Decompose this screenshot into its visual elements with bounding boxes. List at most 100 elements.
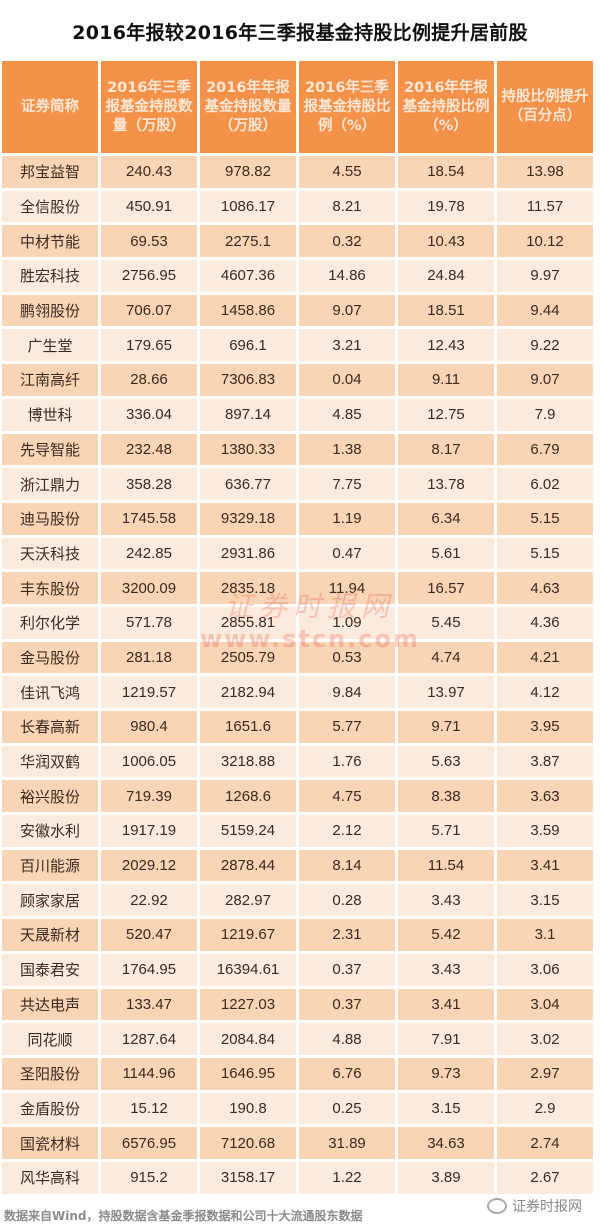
value-cell: 7306.83 — [200, 364, 296, 396]
value-cell: 3.41 — [497, 849, 593, 882]
value-cell: 9.07 — [299, 294, 395, 327]
value-cell: 5159.24 — [200, 815, 296, 847]
value-cell: 10.43 — [398, 225, 494, 258]
table-row: 中材节能 69.53 2275.1 0.32 10.43 10.12 — [2, 225, 593, 258]
value-cell: 9329.18 — [200, 502, 296, 535]
value-cell: 2931.86 — [200, 537, 296, 570]
table-row: 邦宝益智 240.43 978.82 4.55 18.54 13.98 — [2, 156, 593, 188]
value-cell: 4.12 — [497, 676, 593, 708]
table-row: 同花顺 1287.64 2084.84 4.88 7.91 3.02 — [2, 1023, 593, 1055]
value-cell: 14.86 — [299, 260, 395, 292]
value-cell: 7.9 — [497, 398, 593, 431]
stock-name-cell: 圣阳股份 — [2, 1057, 98, 1090]
value-cell: 9.07 — [497, 364, 593, 396]
value-cell: 3.87 — [497, 745, 593, 778]
value-cell: 1219.67 — [200, 919, 296, 951]
stock-name-cell: 风华高科 — [2, 1161, 98, 1194]
value-cell: 7.91 — [398, 1023, 494, 1055]
value-cell: 6.79 — [497, 433, 593, 466]
value-cell: 1651.6 — [200, 711, 296, 743]
value-cell: 1287.64 — [101, 1023, 197, 1055]
stock-name-cell: 迪马股份 — [2, 502, 98, 535]
value-cell: 8.14 — [299, 849, 395, 882]
value-cell: 1646.95 — [200, 1057, 296, 1090]
stock-name-cell: 胜宏科技 — [2, 260, 98, 292]
table-row: 广生堂 179.65 696.1 3.21 12.43 9.22 — [2, 329, 593, 362]
value-cell: 3.43 — [398, 884, 494, 917]
value-cell: 1764.95 — [101, 953, 197, 986]
value-cell: 0.53 — [299, 641, 395, 674]
value-cell: 9.22 — [497, 329, 593, 362]
value-cell: 2.12 — [299, 815, 395, 847]
value-cell: 897.14 — [200, 398, 296, 431]
value-cell: 31.89 — [299, 1127, 395, 1159]
value-cell: 2.31 — [299, 919, 395, 951]
table-row: 裕兴股份 719.39 1268.6 4.75 8.38 3.63 — [2, 780, 593, 813]
column-header: 2016年三季报基金持股数量（万股） — [101, 61, 197, 153]
value-cell: 3.95 — [497, 711, 593, 743]
value-cell: 4.74 — [398, 641, 494, 674]
value-cell: 10.12 — [497, 225, 593, 258]
value-cell: 15.12 — [101, 1092, 197, 1125]
value-cell: 1144.96 — [101, 1057, 197, 1090]
value-cell: 1.76 — [299, 745, 395, 778]
value-cell: 9.97 — [497, 260, 593, 292]
page-title: 2016年报较2016年三季报基金持股比例提升居前股 — [72, 22, 528, 44]
value-cell: 12.75 — [398, 398, 494, 431]
table-row: 共达电声 133.47 1227.03 0.37 3.41 3.04 — [2, 988, 593, 1021]
value-cell: 980.4 — [101, 711, 197, 743]
value-cell: 2275.1 — [200, 225, 296, 258]
value-cell: 2.9 — [497, 1092, 593, 1125]
value-cell: 190.8 — [200, 1092, 296, 1125]
value-cell: 8.17 — [398, 433, 494, 466]
brand-logo: 证券时报网 — [487, 1196, 582, 1216]
stock-name-cell: 国瓷材料 — [2, 1127, 98, 1159]
value-cell: 34.63 — [398, 1127, 494, 1159]
value-cell: 179.65 — [101, 329, 197, 362]
value-cell: 1.38 — [299, 433, 395, 466]
value-cell: 16394.61 — [200, 953, 296, 986]
value-cell: 5.61 — [398, 537, 494, 570]
value-cell: 6.02 — [497, 468, 593, 500]
value-cell: 450.91 — [101, 190, 197, 223]
value-cell: 281.18 — [101, 641, 197, 674]
value-cell: 3.59 — [497, 815, 593, 847]
value-cell: 0.47 — [299, 537, 395, 570]
value-cell: 9.44 — [497, 294, 593, 327]
stock-name-cell: 佳讯飞鸿 — [2, 676, 98, 708]
value-cell: 4.36 — [497, 606, 593, 639]
value-cell: 3.04 — [497, 988, 593, 1021]
value-cell: 24.84 — [398, 260, 494, 292]
value-cell: 0.25 — [299, 1092, 395, 1125]
table-body: 邦宝益智 240.43 978.82 4.55 18.54 13.98 全信股份 450.91… — [2, 156, 593, 1194]
stock-name-cell: 百川能源 — [2, 849, 98, 882]
value-cell: 0.32 — [299, 225, 395, 258]
stock-name-cell: 同花顺 — [2, 1023, 98, 1055]
column-header: 2016年年报基金持股比例（%） — [398, 61, 494, 153]
value-cell: 978.82 — [200, 156, 296, 188]
stock-name-cell: 安徽水利 — [2, 815, 98, 847]
value-cell: 5.42 — [398, 919, 494, 951]
stock-name-cell: 裕兴股份 — [2, 780, 98, 813]
brand-label: 证券时报网 — [512, 1199, 582, 1215]
value-cell: 2878.44 — [200, 849, 296, 882]
value-cell: 1268.6 — [200, 780, 296, 813]
stock-name-cell: 先导智能 — [2, 433, 98, 466]
value-cell: 2835.18 — [200, 572, 296, 604]
value-cell: 1086.17 — [200, 190, 296, 223]
table-row: 先导智能 232.48 1380.33 1.38 8.17 6.79 — [2, 433, 593, 466]
value-cell: 2.74 — [497, 1127, 593, 1159]
value-cell: 12.43 — [398, 329, 494, 362]
value-cell: 28.66 — [101, 364, 197, 396]
value-cell: 13.97 — [398, 676, 494, 708]
value-cell: 4.85 — [299, 398, 395, 431]
stock-name-cell: 邦宝益智 — [2, 156, 98, 188]
value-cell: 18.51 — [398, 294, 494, 327]
value-cell: 9.11 — [398, 364, 494, 396]
value-cell: 3.63 — [497, 780, 593, 813]
table-row: 天沃科技 242.85 2931.86 0.47 5.61 5.15 — [2, 537, 593, 570]
table-row: 百川能源 2029.12 2878.44 8.14 11.54 3.41 — [2, 849, 593, 882]
value-cell: 11.94 — [299, 572, 395, 604]
value-cell: 1380.33 — [200, 433, 296, 466]
value-cell: 5.77 — [299, 711, 395, 743]
